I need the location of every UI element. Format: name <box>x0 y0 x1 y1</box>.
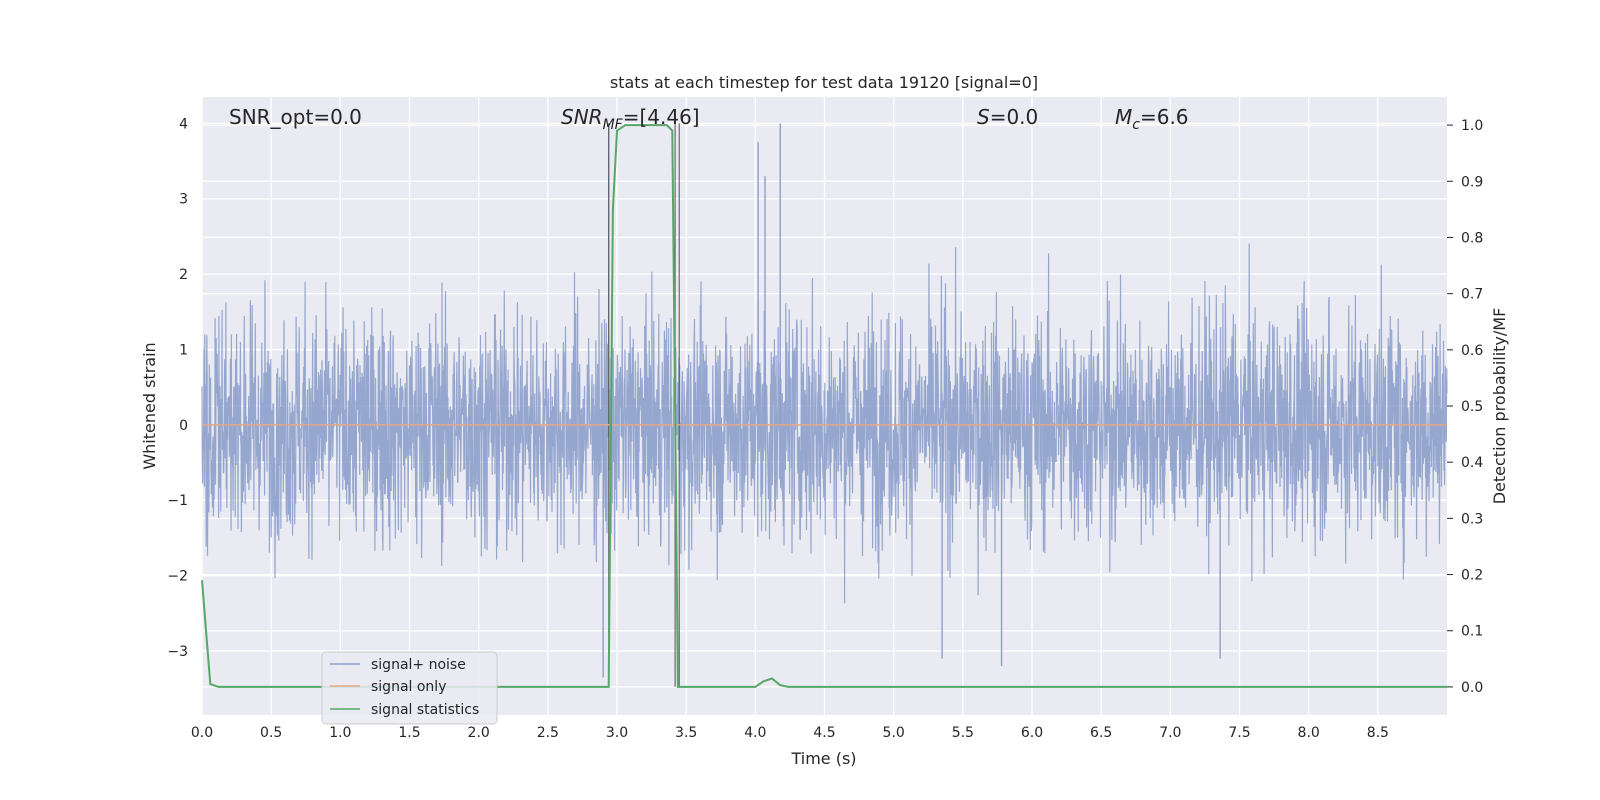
x-axis-label: Time (s) <box>790 749 856 768</box>
x-tick-label: 4.0 <box>744 725 766 741</box>
x-tick-label: 7.5 <box>1228 725 1250 741</box>
annotation-s: S=0.0 <box>977 105 1038 129</box>
y-tick-label-left: 4 <box>179 116 188 132</box>
x-tick-label: 5.0 <box>883 725 905 741</box>
y-tick-label-left: 3 <box>179 192 188 208</box>
annotation-mc-sub: c <box>1132 117 1140 133</box>
annotation-snr-mf-main: SNR <box>561 105 603 129</box>
x-tick-label: 7.0 <box>1159 725 1181 741</box>
y-tick-label-right: 0.9 <box>1461 174 1483 190</box>
x-tick-label: 6.0 <box>1021 725 1043 741</box>
x-tick-label: 8.0 <box>1298 725 1320 741</box>
y-axis-label-left: Whitened strain <box>140 342 159 469</box>
annotation-snr-mf-value: =[4.46] <box>623 105 700 129</box>
series-signal-noise-line <box>201 243 1448 604</box>
annotation-mc-main: M <box>1115 105 1132 129</box>
annotation-s-value: =0.0 <box>990 105 1039 129</box>
y-tick-label-right: 0.5 <box>1461 399 1483 415</box>
legend-label-signal-statistics: signal statistics <box>371 702 479 718</box>
x-tick-label: 1.5 <box>398 725 420 741</box>
y-tick-label-right: 0.0 <box>1461 680 1483 696</box>
y-tick-label-left: −2 <box>167 569 188 585</box>
annotation-snr-mf-sub: MF <box>603 117 624 133</box>
legend: signal+ noise signal only signal statist… <box>321 651 498 725</box>
annotations: SNR_opt=0.0 SNRMF=[4.46] S=0.0 Mc=6.6 <box>229 105 1189 133</box>
legend-label-signal-only: signal only <box>371 679 446 695</box>
y-tick-label-left: 1 <box>179 342 188 358</box>
y-tick-label-right: 0.3 <box>1461 511 1483 527</box>
y-axis-label-right: Detection probability/MF <box>1490 308 1509 505</box>
y-tick-label-right: 0.2 <box>1461 568 1483 584</box>
x-tick-label: 3.5 <box>675 725 697 741</box>
y-tick-label-left: 2 <box>179 267 188 283</box>
chart-title: stats at each timestep for test data 191… <box>610 73 1038 92</box>
annotation-snr-mf: SNRMF=[4.46] <box>561 105 700 133</box>
y-tick-label-right: 0.7 <box>1461 287 1483 303</box>
y-tick-label-left: −3 <box>167 644 188 660</box>
annotation-s-main: S <box>977 105 990 129</box>
y-tick-label-right: 1.0 <box>1461 118 1483 134</box>
y-tick-label-right: 0.8 <box>1461 230 1483 246</box>
x-tick-label: 0.5 <box>260 725 282 741</box>
y-tick-label-left: −1 <box>167 493 188 509</box>
annotation-snr-opt: SNR_opt=0.0 <box>229 105 362 129</box>
x-tick-label: 5.5 <box>952 725 974 741</box>
x-tick-label: 1.0 <box>329 725 351 741</box>
annotation-mc: Mc=6.6 <box>1115 105 1189 133</box>
legend-label-signal-noise: signal+ noise <box>371 657 466 673</box>
y-tick-label-right: 0.4 <box>1461 455 1483 471</box>
x-tick-label: 3.0 <box>606 725 628 741</box>
y-tick-label-left: 0 <box>179 418 188 434</box>
ticks: 0.0 0.5 1.0 1.5 2.0 2.5 3.0 3.5 4.0 4.5 5.0 5.5 6.0 6… <box>167 116 1483 741</box>
legend-box <box>321 651 498 725</box>
x-tick-label: 6.5 <box>1090 725 1112 741</box>
x-tick-label: 0.0 <box>191 725 213 741</box>
y-tick-label-right: 0.1 <box>1461 624 1483 640</box>
x-tick-label: 2.5 <box>537 725 559 741</box>
x-tick-label: 8.5 <box>1367 725 1389 741</box>
x-tick-label: 2.0 <box>468 725 490 741</box>
annotation-mc-value: =6.6 <box>1140 105 1189 129</box>
x-tick-label: 4.5 <box>813 725 835 741</box>
y-tick-label-right: 0.6 <box>1461 343 1483 359</box>
series-layer <box>201 123 1448 688</box>
